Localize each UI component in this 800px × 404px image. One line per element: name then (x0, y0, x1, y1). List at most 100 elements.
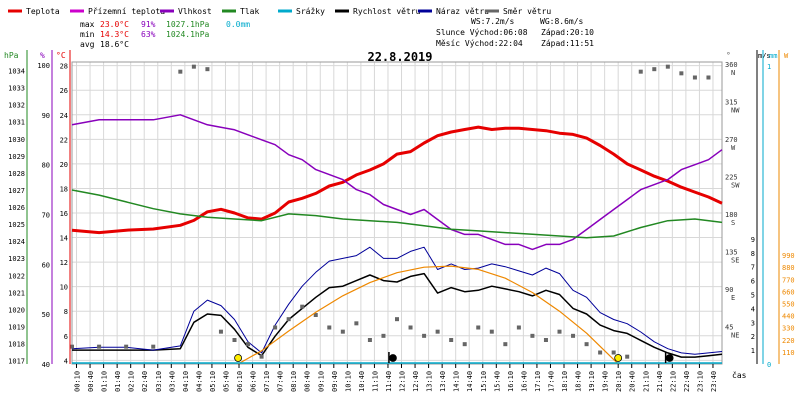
stats-block: max 23.0°C 91% 1027.1hPa 0.0mm min 14.3°… (80, 20, 250, 49)
direction-point (232, 338, 237, 342)
x-tick-label: 20:40 (629, 371, 637, 392)
direction-point (124, 344, 129, 349)
legend-item-8[interactable]: Směr větru (485, 7, 551, 16)
x-tick-label: 22:10 (669, 371, 677, 392)
plot-frame (71, 61, 723, 365)
y-tick-pressure: 1025 (8, 221, 25, 229)
event-sunrise (234, 354, 243, 362)
direction-point (313, 313, 318, 317)
event-moonset (389, 354, 397, 362)
direction-point (408, 325, 413, 330)
unit-solar: W (784, 52, 789, 60)
y-tick-humidity: 100 (37, 62, 50, 70)
y-tick-direction-name: S (731, 219, 735, 227)
x-tick-label: 17:10 (534, 371, 542, 392)
legend-item-4[interactable]: Tlak (222, 7, 259, 16)
y-tick-wind: 6 (751, 278, 755, 286)
y-tick-pressure: 1021 (8, 289, 25, 297)
stat-min-hum: 63% (141, 30, 156, 39)
stat-max-press: 1027.1hPa (166, 20, 210, 29)
direction-point (503, 342, 508, 347)
x-tick-label: 12:40 (412, 371, 420, 392)
axes: 00:10 00:40 01:10 01:40 02:10 02:40 03:10 03:40… (8, 50, 795, 392)
x-tick-label: 23:10 (696, 371, 704, 392)
direction-point (706, 75, 711, 80)
y-tick-solar: 990 (782, 252, 795, 260)
x-tick-label: 17:40 (547, 371, 555, 392)
legend-item-7[interactable]: Náraz větru (418, 7, 489, 16)
y-tick-solar: 660 (782, 288, 795, 296)
wind-wg: WG:8.6m/s (540, 17, 584, 26)
y-tick-wind: 7 (751, 264, 755, 272)
x-tick-label: 08:10 (290, 371, 298, 392)
direction-point (543, 338, 548, 342)
x-tick-label: 19:10 (588, 371, 596, 392)
y-tick-direction-name: N (731, 69, 735, 77)
direction-point (435, 329, 440, 334)
legend-label: Srážky (296, 7, 325, 16)
y-tick-pressure: 1024 (8, 238, 25, 246)
legend-item-3[interactable]: Vlhkost (160, 7, 212, 16)
y-tick-direction: 360 (725, 61, 738, 69)
y-tick-pressure: 1019 (8, 323, 25, 331)
direction-point (205, 67, 210, 72)
y-tick-pressure: 1018 (8, 341, 25, 349)
y-tick-solar: 550 (782, 301, 795, 309)
legend-item-5[interactable]: Srážky (278, 7, 325, 16)
x-tick-label: 14:40 (466, 371, 474, 392)
x-tick-label: 13:40 (439, 371, 447, 392)
legend-item-1[interactable]: Teplota (8, 7, 60, 16)
chart-title: 22.8.2019 (367, 50, 432, 64)
x-tick-label: 04:40 (195, 371, 203, 392)
y-tick-direction-name: NE (731, 332, 739, 340)
direction-point (395, 317, 399, 322)
event-sunset (614, 354, 623, 362)
y-tick-pressure: 1032 (8, 102, 25, 110)
x-tick-label: 03:40 (168, 371, 176, 392)
y-tick-temperature: 28 (60, 63, 68, 71)
x-tick-label: 02:10 (128, 371, 136, 392)
direction-point (665, 64, 670, 69)
wind-info-block: WS:7.2m/s WG:8.6m/s Slunce Východ:06:08 … (436, 17, 594, 48)
direction-point (611, 350, 616, 355)
unit-direction: ° (726, 51, 731, 60)
x-tick-label: 05:10 (209, 371, 217, 392)
x-tick-label: 15:10 (480, 371, 488, 392)
direction-point (679, 71, 684, 76)
y-tick-wind: 3 (751, 319, 755, 327)
y-tick-solar: 440 (782, 313, 795, 321)
direction-point (70, 344, 74, 349)
unit-celsius: °C (56, 51, 66, 60)
series-solar (237, 265, 619, 365)
direction-point (273, 325, 278, 330)
y-tick-direction: 180 (725, 211, 738, 219)
series-tlak (71, 189, 723, 239)
stat-max-rain: 0.0mm (226, 20, 250, 29)
x-tick-label: 16:10 (507, 371, 515, 392)
x-tick-label: 01:10 (101, 371, 109, 392)
y-tick-humidity: 50 (42, 311, 50, 319)
y-tick-pressure: 1029 (8, 153, 25, 161)
x-tick-label: 07:40 (277, 371, 285, 392)
series-teplota (71, 125, 723, 235)
y-tick-temperature: 14 (60, 235, 68, 243)
y-tick-humidity: 90 (42, 112, 50, 120)
y-tick-temperature: 16 (60, 210, 68, 218)
direction-point (692, 75, 697, 80)
legend-item-6[interactable]: Rychlost větru (335, 7, 421, 16)
y-tick-solar: 770 (782, 276, 795, 284)
x-tick-label: 06:10 (236, 371, 244, 392)
y-tick-humidity: 40 (42, 361, 50, 369)
event-moonrise (665, 354, 674, 362)
y-tick-direction: 225 (725, 174, 738, 182)
y-tick-direction: 270 (725, 136, 738, 144)
y-tick-rain: 1 (767, 63, 771, 71)
y-tick-temperature: 4 (64, 357, 68, 365)
direction-point (476, 325, 481, 330)
y-tick-pressure: 1022 (8, 272, 25, 280)
legend-item-2[interactable]: Přízemní teplota (70, 7, 165, 16)
stat-max-hum: 91% (141, 20, 156, 29)
x-tick-label: 06:40 (250, 371, 258, 392)
y-tick-humidity: 60 (42, 261, 50, 269)
